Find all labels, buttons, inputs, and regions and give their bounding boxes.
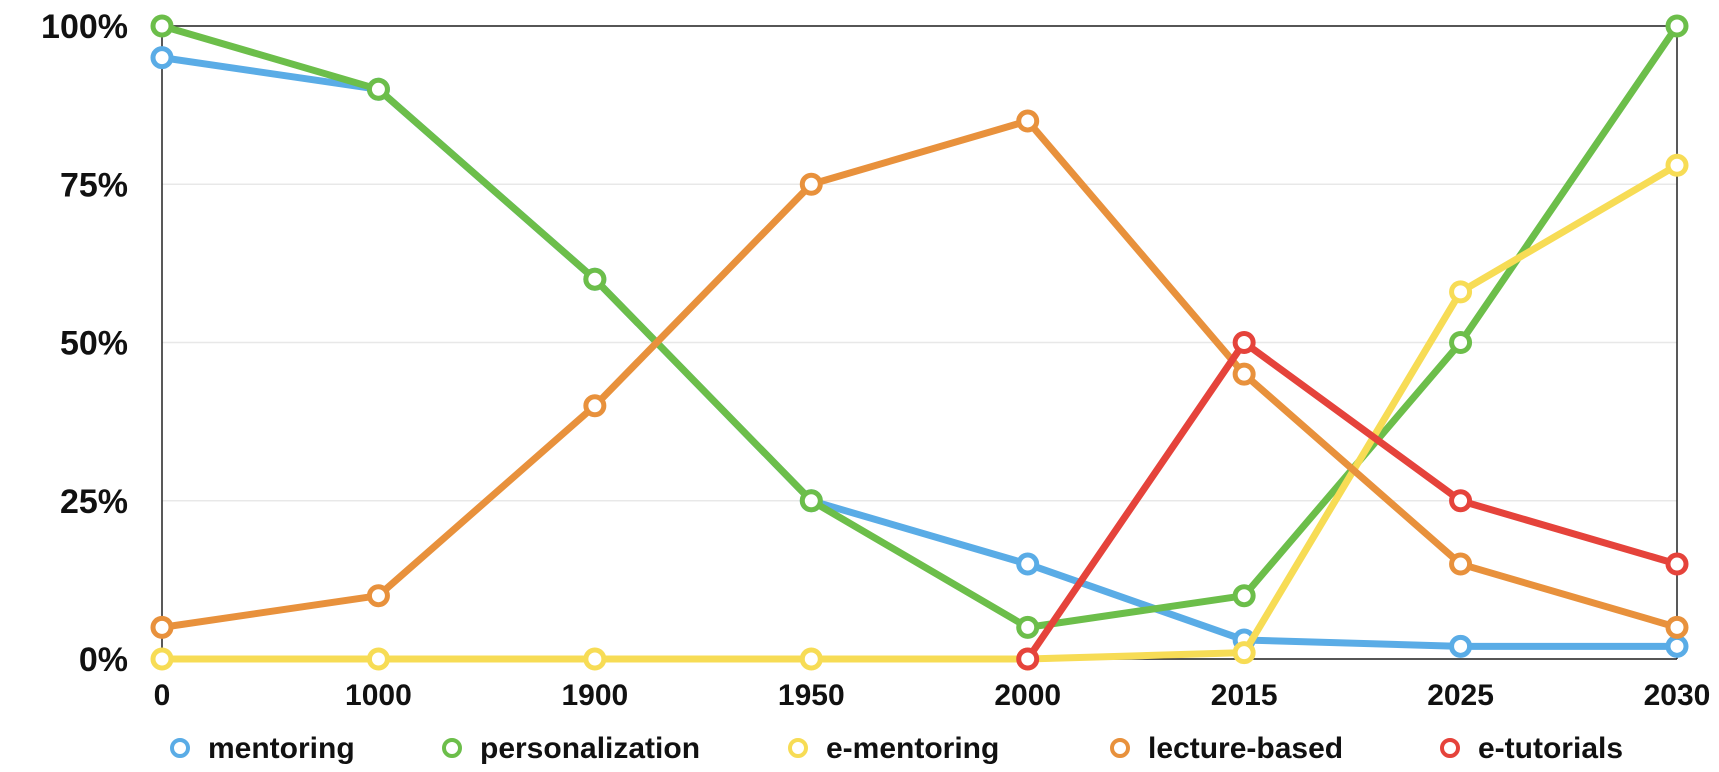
data-point xyxy=(1016,647,1040,671)
data-point xyxy=(799,489,823,513)
legend-item-personalization: personalization xyxy=(442,732,700,765)
data-point xyxy=(799,172,823,196)
series-lecture-based xyxy=(150,109,1689,639)
data-point xyxy=(150,14,174,38)
data-point xyxy=(1232,584,1256,608)
legend-label: e-tutorials xyxy=(1478,732,1623,765)
legend-marker xyxy=(1440,738,1460,758)
series-line-personalization xyxy=(158,22,1681,631)
legend-item-e-tutorials: e-tutorials xyxy=(1440,732,1623,765)
y-tick-label: 25% xyxy=(60,483,128,521)
x-tick-label: 1950 xyxy=(778,679,845,712)
data-point xyxy=(366,647,390,671)
data-point xyxy=(1016,615,1040,639)
y-tick-label: 100% xyxy=(41,8,128,46)
legend-item-e-mentoring: e-mentoring xyxy=(788,732,999,765)
series-line-e-tutorials xyxy=(1024,339,1681,663)
y-tick-label: 50% xyxy=(60,325,128,363)
data-point xyxy=(1665,634,1689,658)
data-point xyxy=(1449,489,1473,513)
data-point xyxy=(150,615,174,639)
data-point xyxy=(1449,552,1473,576)
series-e-tutorials xyxy=(1016,331,1689,671)
x-tick-label: 2015 xyxy=(1211,679,1278,712)
data-point xyxy=(1665,14,1689,38)
data-point xyxy=(1449,280,1473,304)
series-e-mentoring xyxy=(150,153,1689,671)
data-point xyxy=(150,46,174,70)
x-tick-label: 2000 xyxy=(994,679,1061,712)
legend: mentoring personalization e-mentoring lectu… xyxy=(170,732,1623,765)
series-personalization xyxy=(150,14,1689,639)
x-tick-label: 1000 xyxy=(345,679,412,712)
data-point xyxy=(1016,552,1040,576)
x-tick-label: 0 xyxy=(154,679,171,712)
data-point xyxy=(1449,331,1473,354)
data-point xyxy=(799,647,823,671)
data-point xyxy=(583,647,607,671)
legend-marker xyxy=(1110,738,1130,758)
data-point xyxy=(1232,331,1256,354)
x-tick-label: 1900 xyxy=(561,679,628,712)
legend-label: mentoring xyxy=(208,732,355,765)
data-point xyxy=(1665,552,1689,576)
axis-layer: 0% 25% 50% 75% 100% 0 1000 1900 1950 2000 2015 2025… xyxy=(41,8,1710,712)
data-point xyxy=(1665,615,1689,639)
legend-marker xyxy=(170,738,190,758)
x-tick-label: 2025 xyxy=(1427,679,1494,712)
series-line-lecture-based xyxy=(158,117,1681,631)
data-point xyxy=(1665,153,1689,177)
y-tick-label: 75% xyxy=(60,166,128,204)
data-point xyxy=(1232,641,1256,665)
legend-item-lecture-based: lecture-based xyxy=(1110,732,1343,765)
data-point xyxy=(366,584,390,608)
legend-item-mentoring: mentoring xyxy=(170,732,355,765)
series-line-e-mentoring xyxy=(158,161,1681,663)
y-tick-label: 0% xyxy=(79,641,128,679)
legend-label: personalization xyxy=(480,732,700,765)
x-tick-label: 2030 xyxy=(1644,679,1711,712)
data-point xyxy=(150,647,174,671)
data-point xyxy=(583,267,607,291)
series-layer xyxy=(150,14,1689,671)
legend-label: lecture-based xyxy=(1148,732,1343,765)
data-point xyxy=(1449,634,1473,658)
legend-label: e-mentoring xyxy=(826,732,999,765)
data-point xyxy=(1232,362,1256,386)
data-point xyxy=(366,77,390,101)
legend-marker xyxy=(788,738,808,758)
legend-marker xyxy=(442,738,462,758)
data-point xyxy=(1016,109,1040,133)
data-point xyxy=(583,394,607,418)
